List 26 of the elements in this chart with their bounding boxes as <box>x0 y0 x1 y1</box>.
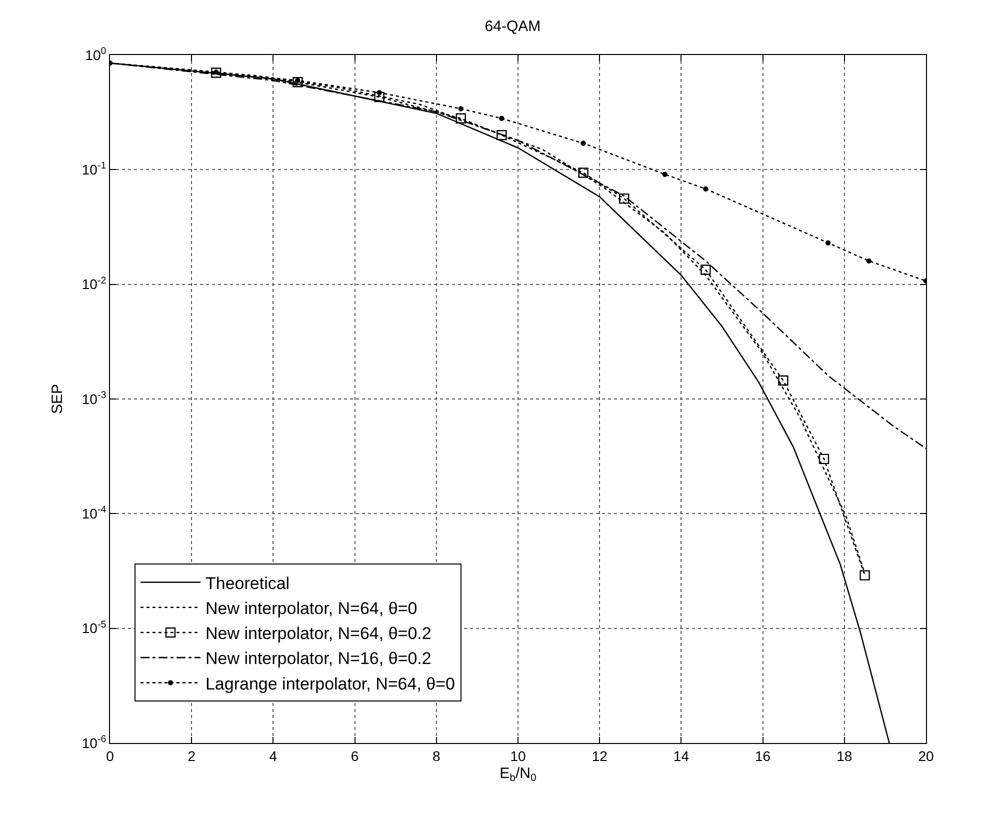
x-tick-label: 2 <box>188 748 196 764</box>
x-tick-label: 0 <box>106 748 114 764</box>
chart-title: 64-QAM <box>484 18 541 35</box>
legend-label: New interpolator, N=16, θ=0.2 <box>205 649 432 668</box>
x-tick-label: 12 <box>592 748 608 764</box>
x-tick-label: 16 <box>755 748 771 764</box>
x-tick-label: 4 <box>269 748 278 764</box>
legend-label: New interpolator, N=64, θ=0.2 <box>205 624 432 644</box>
x-tick-label: 10 <box>510 748 526 764</box>
x-tick-label: 6 <box>350 748 359 764</box>
x-tick-label: 20 <box>918 748 934 764</box>
x-tick-label: 14 <box>673 748 690 764</box>
x-axis-title: E$_{b}$/N$_{0}$ <box>500 764 537 784</box>
x-tick-label: 8 <box>432 748 440 764</box>
y-tick-label: 10$^{-5}$ <box>82 619 107 636</box>
y-tick-label: 10$^{-6}$ <box>82 734 107 751</box>
legend-label: New interpolator, N=64, θ=0 <box>205 599 418 618</box>
y-tick-label: 10$^{-2}$ <box>82 275 106 292</box>
x-tick-label: 18 <box>836 748 852 764</box>
legend-label: Lagrange interpolator, N=64, θ=0 <box>205 674 456 694</box>
y-tick-label: 10$^{0}$ <box>85 46 107 63</box>
y-tick-label: 10$^{-1}$ <box>82 160 106 178</box>
y-axis-title: SEP <box>49 384 66 414</box>
y-tick-label: 10$^{-4}$ <box>82 504 107 522</box>
y-tick-label: 10$^{-3}$ <box>82 390 107 407</box>
legend-label: Theoretical <box>205 574 290 593</box>
